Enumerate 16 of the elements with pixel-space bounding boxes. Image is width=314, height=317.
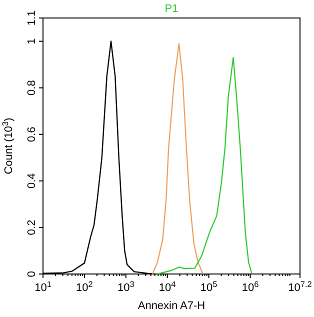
chart-title: P1 xyxy=(164,3,178,15)
y-tick-label: 0.6 xyxy=(26,126,38,142)
x-tick-label: 10$^{5}$ xyxy=(200,280,218,294)
x-tick-label: 10$^{4}$ xyxy=(158,280,176,294)
x-tick-label: 10$^{3}$ xyxy=(117,280,135,294)
y-tick-label: 0.8 xyxy=(26,80,38,96)
y-tick-label: 0.2 xyxy=(26,220,38,236)
x-axis-title: Annexin A7-H xyxy=(138,300,206,312)
x-tick-label: 10$^{6}$ xyxy=(242,280,260,294)
y-tick-label: 0.4 xyxy=(26,173,38,189)
y-tick-label: 0 xyxy=(26,270,38,278)
x-tick-label: 10$^{1}$ xyxy=(34,280,52,294)
x-tick-label: 10$^{2}$ xyxy=(76,280,94,294)
x-tick-label: 10$^{7.2}$ xyxy=(288,280,312,294)
y-tick-label: 1 xyxy=(26,38,38,44)
y-tick-label: 1.1 xyxy=(26,10,38,26)
